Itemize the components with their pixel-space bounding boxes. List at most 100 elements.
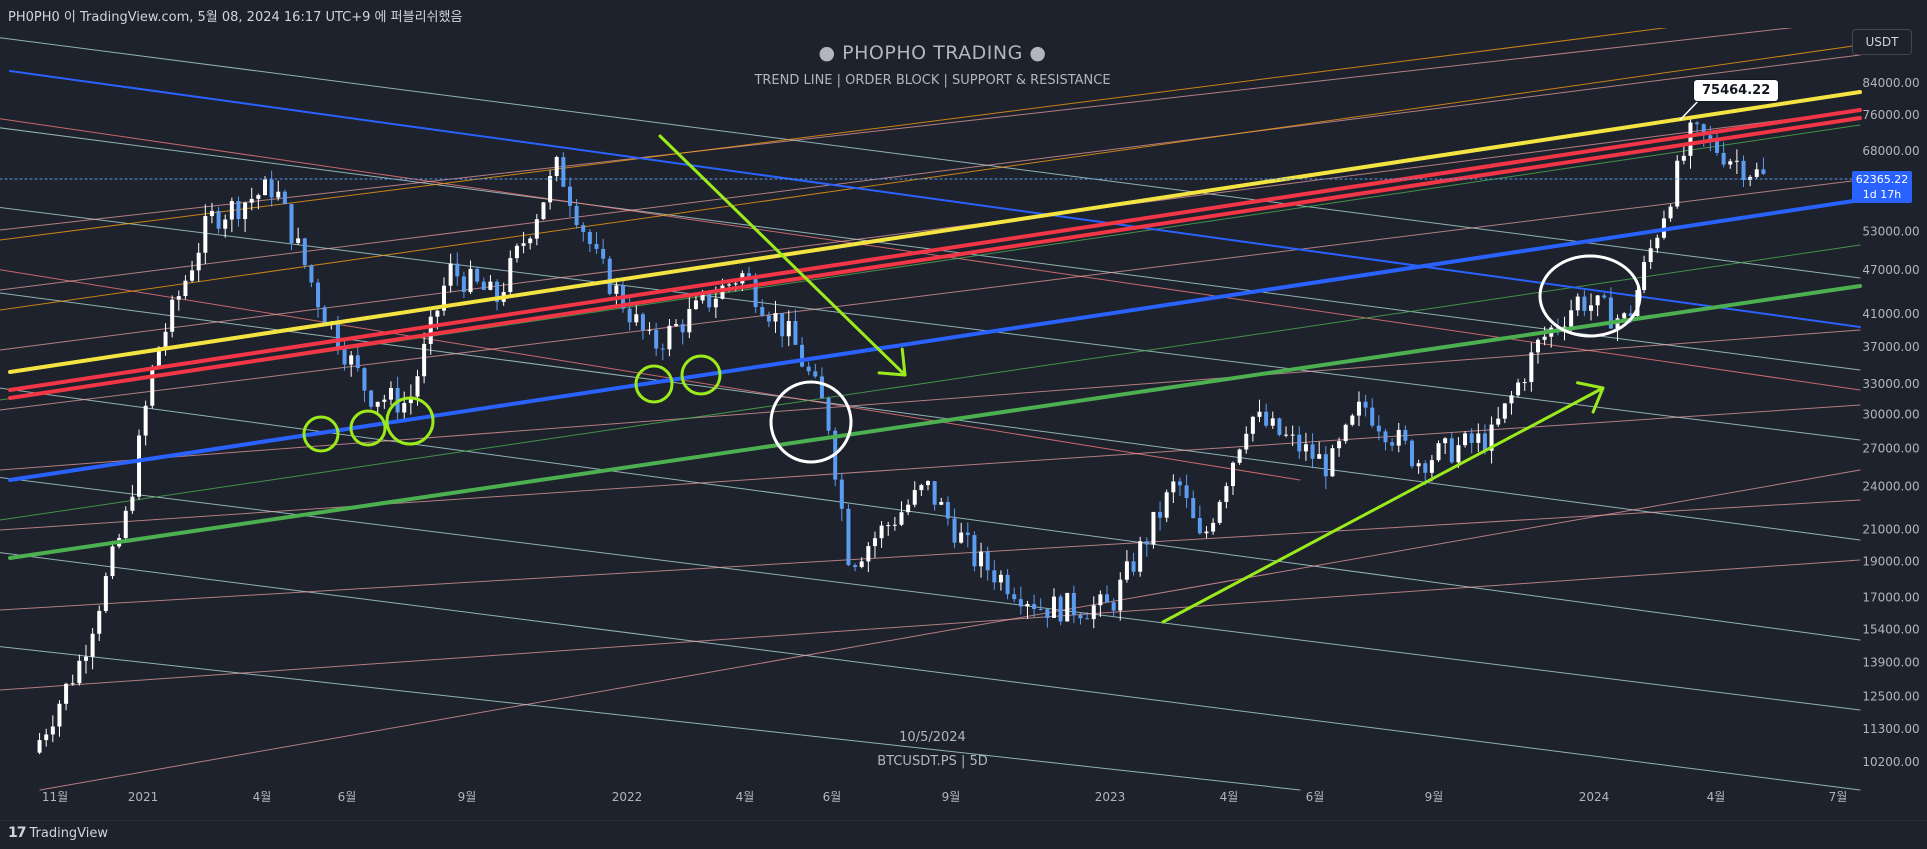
candle [1582, 290, 1587, 317]
candle [1396, 422, 1401, 453]
candle-body [1085, 618, 1090, 620]
x-tick-label: 7월 [1829, 790, 1848, 804]
teal-channel-line [0, 646, 1301, 791]
candle [322, 305, 327, 325]
candle-body [1522, 382, 1527, 384]
candle-body [196, 252, 201, 271]
candle-body [64, 683, 69, 704]
candle-body [926, 481, 931, 486]
candle [1118, 572, 1123, 621]
candle-body [892, 524, 897, 526]
candle-body [276, 191, 281, 198]
candle-body [1635, 290, 1640, 317]
candle-body [1688, 122, 1693, 156]
candle-body [1668, 206, 1673, 219]
x-tick-label: 2023 [1095, 790, 1126, 804]
candle [1509, 390, 1514, 415]
candle [574, 199, 579, 229]
candle [1542, 326, 1547, 346]
candle-body [1244, 433, 1249, 450]
candle-body [137, 435, 142, 497]
candle-body [156, 347, 161, 367]
candle [1741, 155, 1746, 188]
candle-body [435, 310, 440, 317]
candle-body [627, 308, 632, 323]
candle [355, 347, 360, 372]
candle-body [1105, 594, 1110, 603]
candle [1330, 444, 1335, 478]
candle-body [428, 316, 433, 344]
candle-body [1748, 176, 1753, 180]
candle [342, 339, 347, 371]
pink-channel-line [0, 269, 1301, 481]
candle-body [1025, 603, 1030, 607]
candle-body [786, 321, 791, 337]
currency-button[interactable]: USDT [1852, 29, 1912, 55]
candle-body [355, 355, 360, 369]
candle [1204, 525, 1209, 539]
candle [236, 196, 241, 227]
candle [561, 152, 566, 188]
candle-body [932, 481, 937, 505]
green-highlight-circle [634, 364, 674, 404]
candle-body [495, 281, 500, 302]
orange-ascending-line [0, 2, 1861, 241]
candle-body [1058, 596, 1063, 622]
candle [567, 177, 572, 218]
candle-body [806, 366, 811, 372]
candle-body [349, 355, 354, 365]
candle [1131, 552, 1136, 576]
candle-body [362, 368, 367, 391]
candle [289, 203, 294, 251]
publish-attribution: PH0PH0 이 TradingView.com, 5월 08, 2024 16… [8, 10, 463, 25]
candle-body [481, 281, 486, 290]
candle [1370, 398, 1375, 428]
candle [1714, 132, 1719, 156]
candle [137, 429, 142, 500]
candle [587, 228, 592, 253]
candle [1217, 499, 1222, 525]
candle [1184, 474, 1189, 508]
candle-body [998, 574, 1003, 583]
candle-body [952, 518, 957, 543]
candle-body [965, 532, 970, 536]
candle [1058, 594, 1063, 626]
candle-body [1071, 592, 1076, 616]
candle [296, 227, 301, 245]
candle [1290, 425, 1295, 447]
candle-body [296, 238, 301, 244]
candle [1018, 586, 1023, 615]
candle [952, 508, 957, 549]
candle-body [753, 279, 758, 308]
candle-body [839, 479, 844, 509]
candle-body [123, 510, 128, 539]
candle-body [97, 610, 102, 634]
channel-lines [0, 2, 1861, 791]
candle-body [1091, 605, 1096, 620]
chart-subline: TREND LINE | ORDER BLOCK | SUPPORT & RES… [754, 73, 1111, 88]
candle-body [1456, 445, 1461, 463]
pink-ascending-line [0, 19, 1861, 231]
candle-body [83, 656, 88, 661]
candle-body [899, 512, 904, 525]
arrow-head [877, 347, 907, 377]
candle-body [912, 490, 917, 505]
candle [123, 506, 128, 543]
tradingview-logo[interactable]: 𝟭𝟳 TradingView [8, 825, 108, 841]
candle [1250, 415, 1255, 442]
candle [1708, 125, 1713, 152]
candle-body [1509, 395, 1514, 404]
candle-body [1317, 454, 1322, 459]
candle-body [534, 219, 539, 239]
candle-body [906, 504, 911, 513]
x-tick-label: 11월 [42, 790, 68, 804]
candle [1025, 600, 1030, 619]
white-highlight-circle [769, 380, 853, 464]
candle-body [1270, 418, 1275, 426]
candle-body [1211, 522, 1216, 532]
candle-body [680, 324, 685, 333]
candle-body [879, 525, 884, 539]
arrow-head [1576, 381, 1605, 414]
candle [442, 277, 447, 316]
